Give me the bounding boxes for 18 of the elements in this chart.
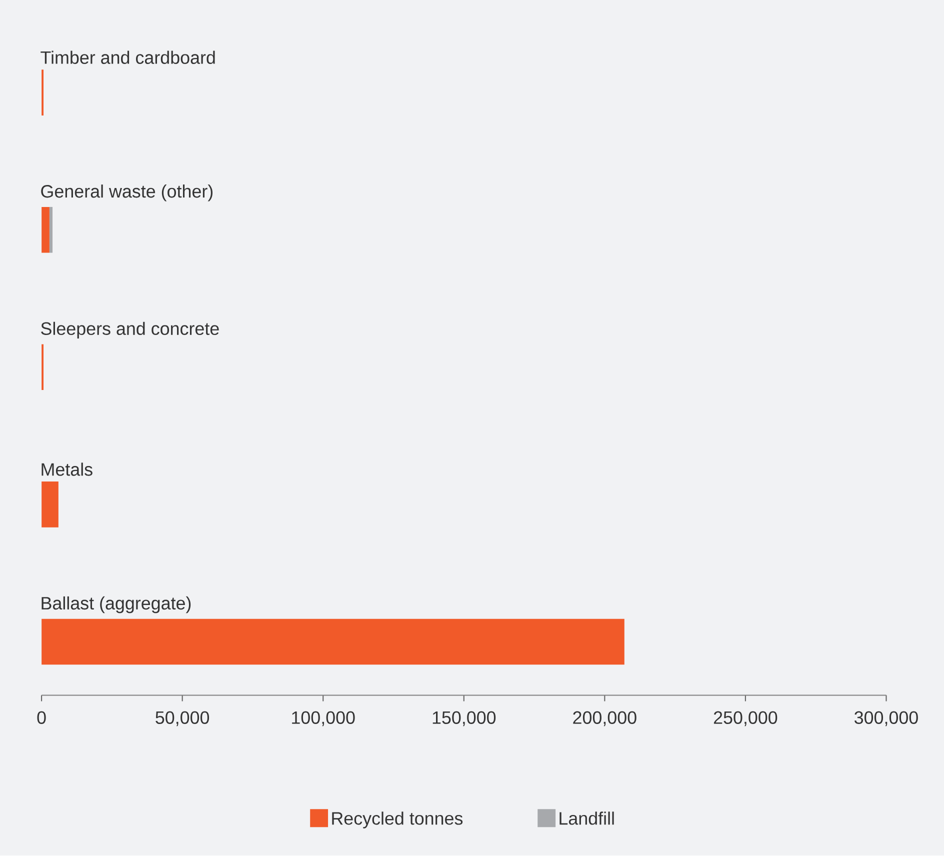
y-tick-label: Ballast (aggregate): [42, 596, 191, 614]
x-tick-label: 250,000: [714, 711, 778, 726]
bar: [42, 618, 624, 665]
bar: [42, 207, 50, 253]
x-tick-label: 300,000: [854, 711, 918, 726]
x-tick-label: 200,000: [573, 711, 636, 726]
x-tick-label: 0: [37, 711, 46, 724]
y-tick-label: Metals: [42, 462, 92, 476]
legend-label: Recycled tonnes: [332, 812, 463, 829]
x-tick-label: 150,000: [432, 711, 496, 726]
bar: [49, 207, 53, 253]
x-tick-label: 50,000: [156, 711, 210, 726]
legend-label: Landfill: [560, 812, 614, 825]
bar: [42, 482, 58, 528]
y-tick-label: Timber and cardboard: [40, 50, 215, 64]
y-tick-label: Sleepers and concrete: [41, 322, 219, 339]
x-tick-label: 100,000: [292, 711, 355, 726]
y-tick-label: General waste (other): [41, 184, 212, 202]
